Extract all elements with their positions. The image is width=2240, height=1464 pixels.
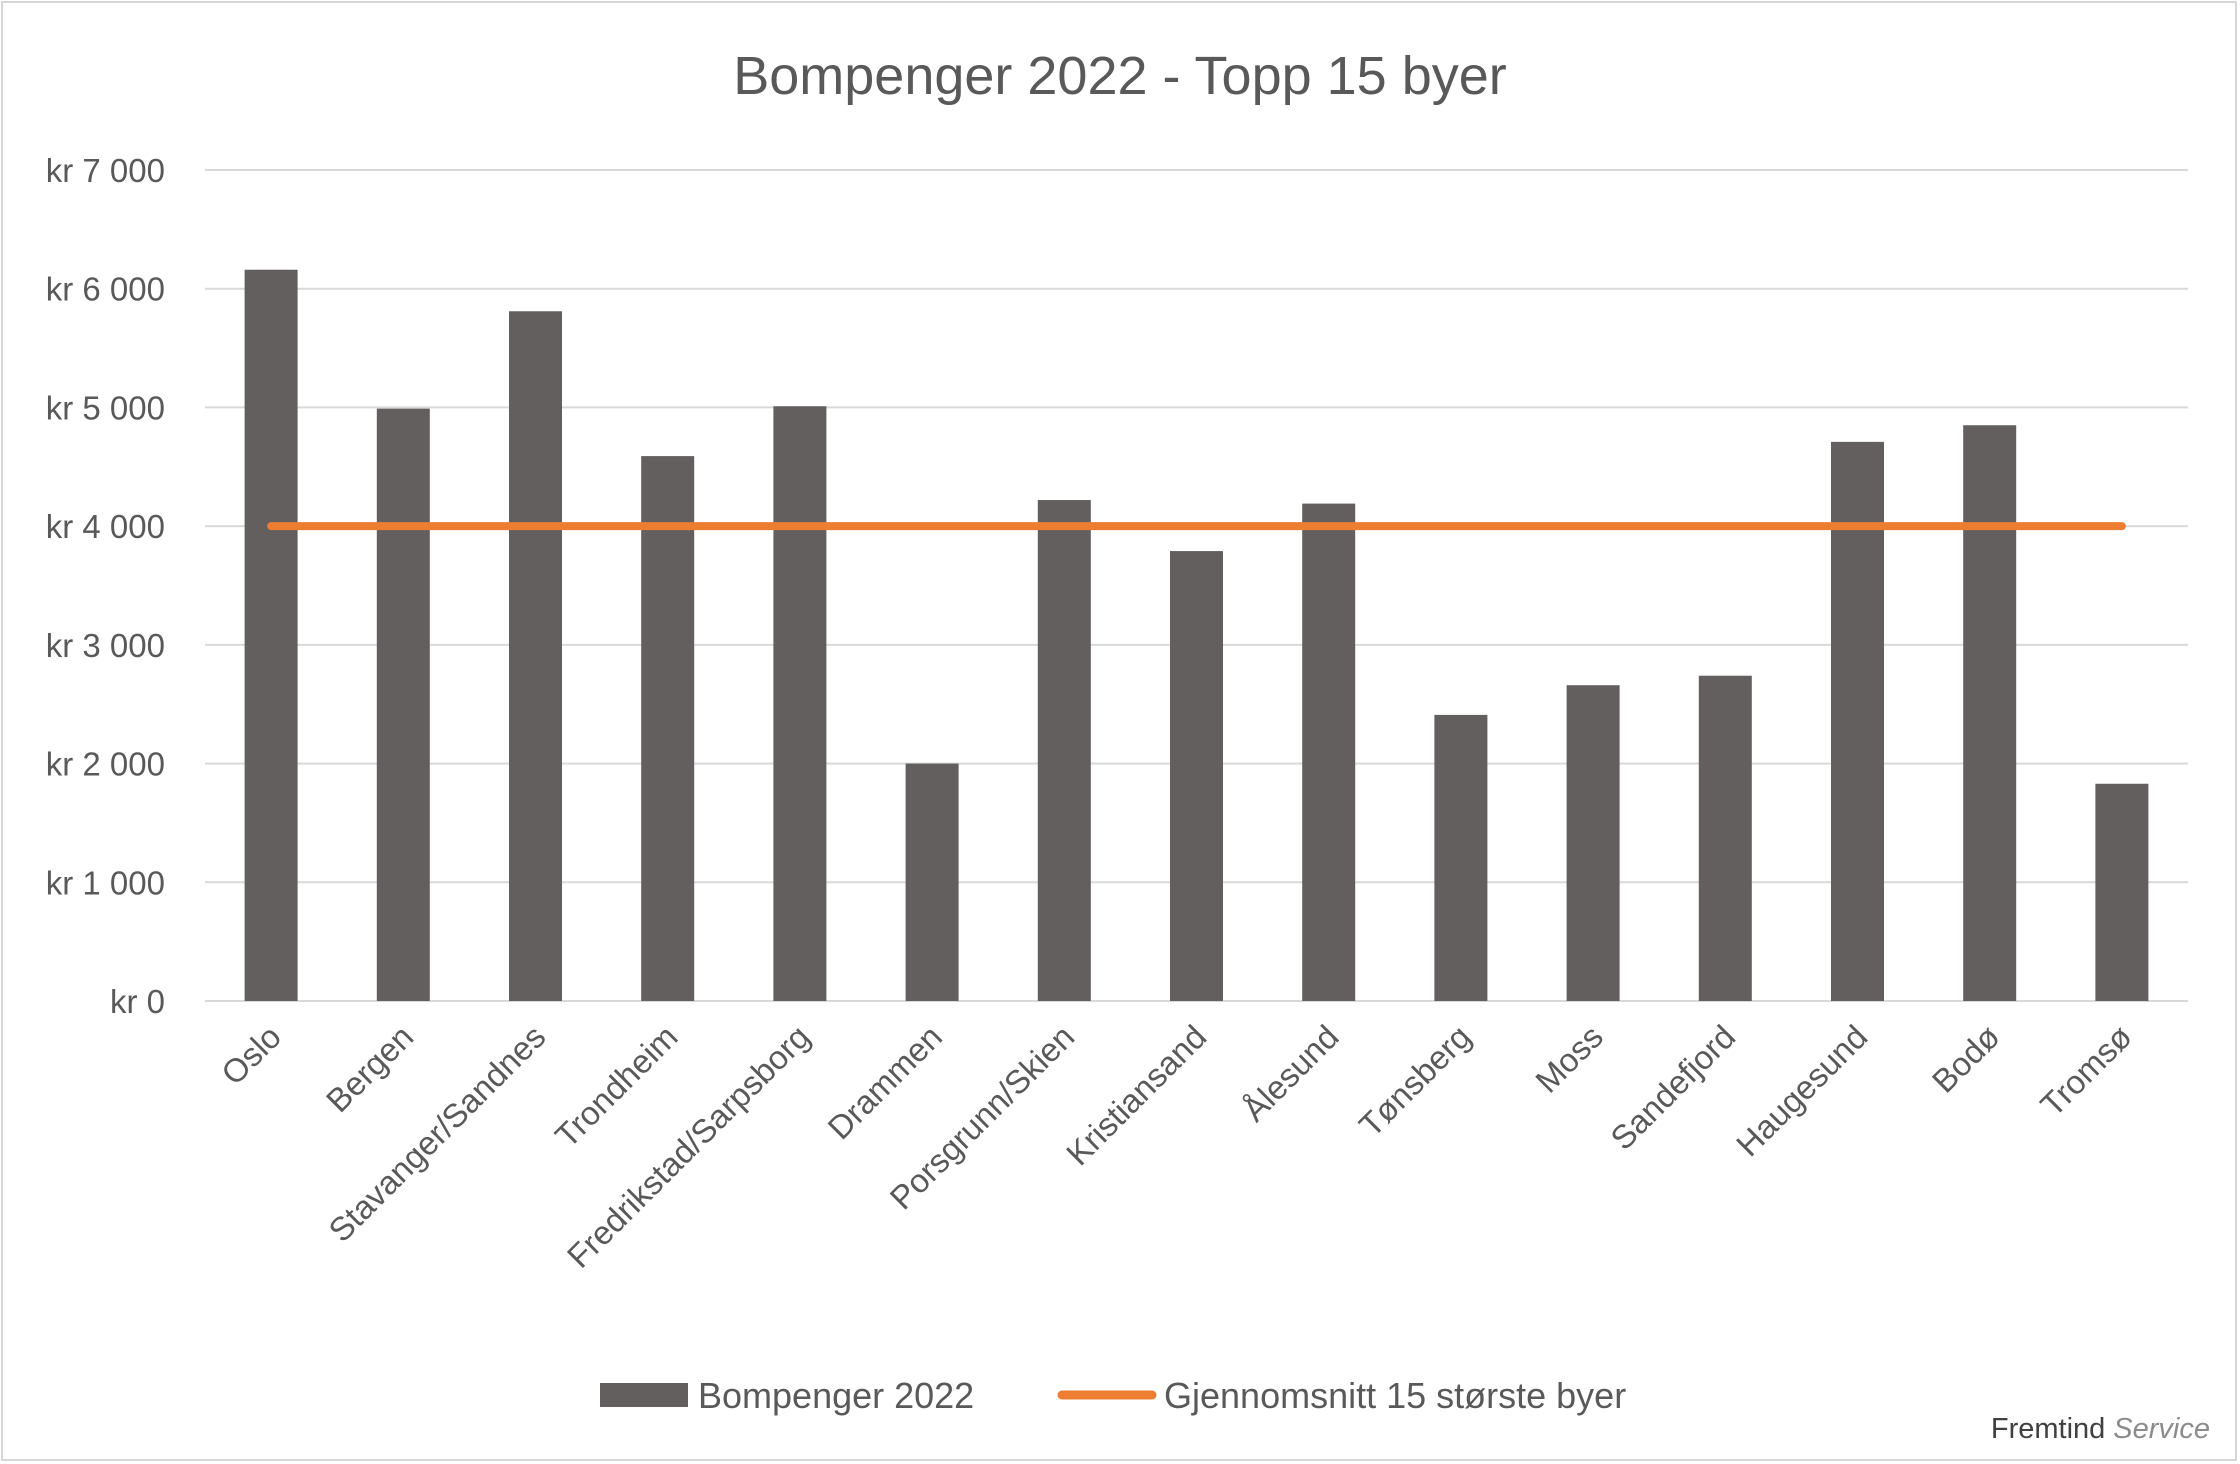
bar: [1566, 685, 1620, 1001]
legend-label-bar: Bompenger 2022: [698, 1375, 974, 1416]
chart-title: Bompenger 2022 - Topp 15 byer: [733, 46, 1507, 106]
x-tick-label: Bergen: [319, 1018, 420, 1119]
y-tick-label: kr 5 000: [46, 389, 165, 426]
y-tick-label: kr 4 000: [46, 508, 165, 545]
x-tick-label: Bodø: [1925, 1018, 2007, 1100]
x-tick-label: Tønsberg: [1352, 1018, 1478, 1144]
x-tick-label: Tromsø: [2033, 1018, 2139, 1124]
bar: [1963, 425, 2017, 1001]
y-tick-label: kr 7 000: [46, 152, 165, 189]
x-tick-label: Fredrikstad/Sarpsborg: [560, 1018, 817, 1275]
bar: [1831, 441, 1884, 1001]
legend: Bompenger 2022 Gjennomsnitt 15 største b…: [600, 1375, 1626, 1416]
y-tick-label: kr 2 000: [46, 746, 165, 783]
bar: [376, 408, 430, 1001]
bar: [509, 311, 562, 1001]
bars: [244, 269, 2149, 1002]
legend-swatch-bar: [600, 1383, 688, 1407]
bar: [1302, 503, 1356, 1001]
y-axis-ticks: kr 0 kr 1 000 kr 2 000 kr 3 000 kr 4 000 kr 5…: [46, 152, 165, 1020]
legend-label-line: Gjennomsnitt 15 største byer: [1164, 1375, 1626, 1416]
bar: [773, 406, 827, 1001]
brand-logo: Fremtind Service: [1991, 1413, 2210, 1446]
x-tick-label: Kristiansand: [1059, 1018, 1214, 1173]
brand-suffix: Service: [2113, 1413, 2210, 1445]
bar: [2095, 783, 2149, 1001]
x-tick-label: Stavanger/Sandnes: [321, 1018, 552, 1249]
bar: [905, 763, 959, 1001]
bar: [1434, 714, 1488, 1001]
bar: [641, 456, 695, 1001]
bar: [1037, 500, 1091, 1001]
x-tick-label: Ålesund: [1235, 1018, 1345, 1128]
x-tick-label: Haugesund: [1729, 1018, 1875, 1164]
x-tick-label: Sandefjord: [1603, 1018, 1742, 1157]
y-tick-label: kr 6 000: [46, 271, 165, 308]
y-tick-label: kr 1 000: [46, 864, 165, 901]
brand-name: Fremtind: [1990, 1413, 2106, 1445]
bar: [244, 269, 298, 1002]
y-tick-label: kr 0: [110, 983, 165, 1020]
x-tick-label: Trondheim: [548, 1018, 685, 1155]
y-tick-label: kr 3 000: [46, 627, 165, 664]
bar: [1698, 675, 1752, 1001]
x-tick-label: Drammen: [820, 1018, 949, 1147]
bar: [1170, 551, 1223, 1001]
x-tick-label: Moss: [1528, 1018, 1610, 1100]
x-tick-label: Oslo: [214, 1018, 288, 1092]
x-axis-ticks: Oslo BergenStavanger/SandnesTrondheimFred…: [214, 1018, 2139, 1275]
